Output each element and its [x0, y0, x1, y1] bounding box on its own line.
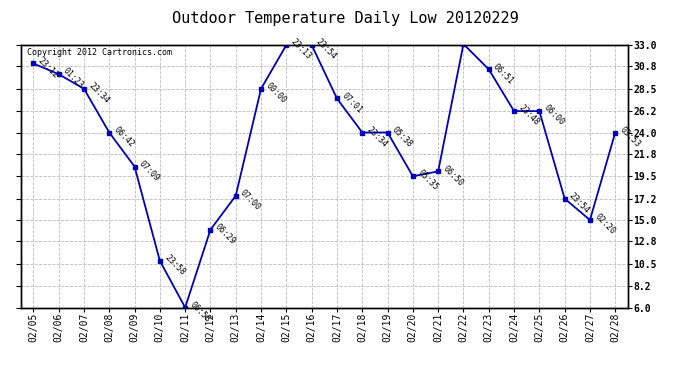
Text: 23:54: 23:54 — [315, 37, 338, 62]
Text: 23:34: 23:34 — [365, 125, 389, 149]
Text: 06:58: 06:58 — [188, 300, 212, 324]
Text: 23:58: 23:58 — [163, 253, 186, 277]
Text: 06:00: 06:00 — [542, 104, 566, 128]
Text: Copyright 2012 Cartronics.com: Copyright 2012 Cartronics.com — [27, 48, 172, 57]
Text: 06:42: 06:42 — [112, 125, 136, 149]
Text: 06:51: 06:51 — [491, 62, 515, 86]
Text: 07:00: 07:00 — [239, 188, 262, 212]
Text: 00:00: 00:00 — [264, 81, 288, 105]
Text: 06:50: 06:50 — [441, 164, 465, 188]
Text: 23:54: 23:54 — [567, 191, 591, 215]
Text: 23:13: 23:13 — [289, 37, 313, 62]
Text: 23:34: 23:34 — [87, 81, 110, 105]
Text: Outdoor Temperature Daily Low 20120229: Outdoor Temperature Daily Low 20120229 — [172, 11, 518, 26]
Text: 06:56: 06:56 — [0, 374, 1, 375]
Text: 06:29: 06:29 — [213, 222, 237, 246]
Text: 02:20: 02:20 — [593, 212, 617, 236]
Text: 07:01: 07:01 — [339, 91, 364, 115]
Text: 05:35: 05:35 — [415, 168, 440, 193]
Text: 01:23: 01:23 — [61, 66, 86, 90]
Text: 23:48: 23:48 — [517, 104, 541, 128]
Text: 07:09: 07:09 — [137, 159, 161, 183]
Text: 23:12: 23:12 — [36, 56, 60, 80]
Text: 05:38: 05:38 — [391, 125, 414, 149]
Text: 03:53: 03:53 — [618, 125, 642, 149]
